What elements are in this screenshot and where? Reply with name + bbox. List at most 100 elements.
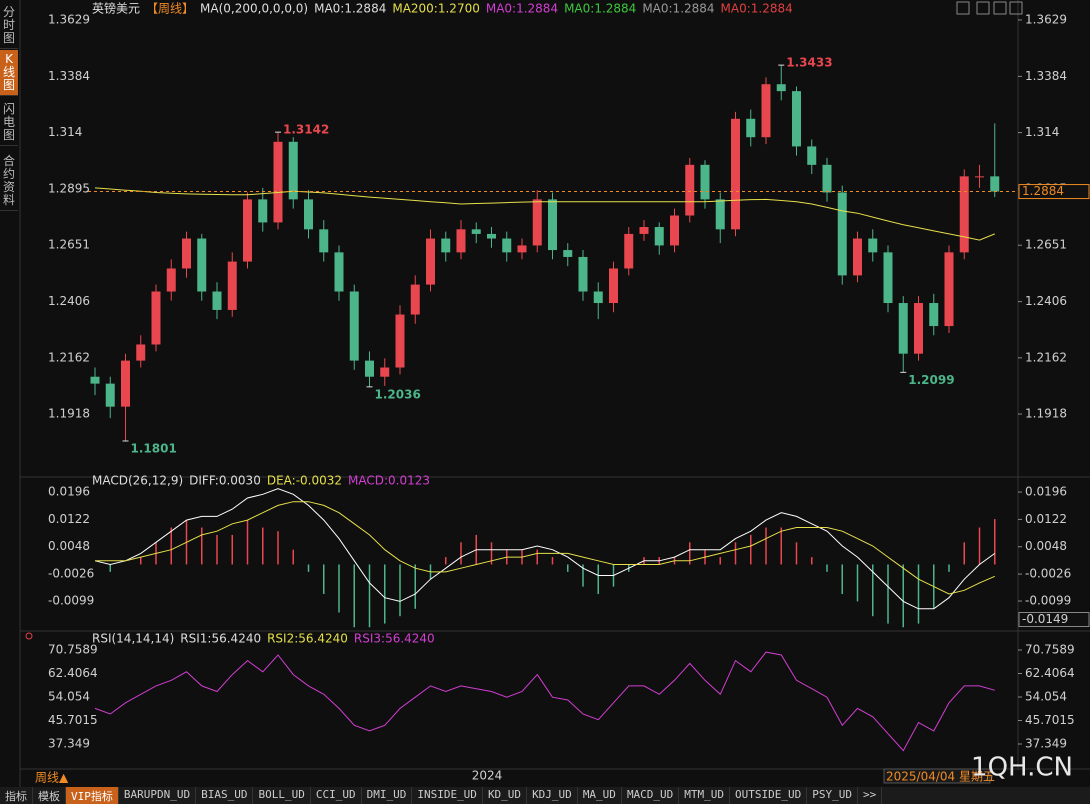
y-tick-label: 1.314 bbox=[48, 125, 82, 139]
candle-body bbox=[395, 314, 405, 368]
candle-body bbox=[182, 238, 191, 269]
candle-body bbox=[151, 291, 161, 345]
candle-body bbox=[563, 250, 573, 257]
tab[interactable]: PSY_UD bbox=[807, 787, 859, 804]
legend-entry: MA0:1.2884 bbox=[314, 2, 386, 16]
date: 2025/04/04 星期五 bbox=[886, 770, 995, 784]
y-tick-label: 62.4064 bbox=[48, 666, 98, 680]
tab-flash[interactable]: 闪电图 bbox=[0, 100, 18, 146]
candle-body bbox=[365, 360, 374, 377]
candle-body bbox=[90, 376, 100, 384]
y-tick-label: 0.0196 bbox=[1025, 485, 1067, 499]
y-tick-label: 1.3384 bbox=[1025, 69, 1067, 83]
tab[interactable]: MACD_UD bbox=[622, 787, 680, 804]
legend-entry: 英镑美元 bbox=[92, 1, 140, 16]
y-tick-label: 54.054 bbox=[1025, 690, 1067, 704]
candle-body bbox=[319, 229, 329, 253]
legend-entry: MA200:1.2700 bbox=[392, 2, 480, 16]
candle-body bbox=[990, 176, 1000, 192]
candle-body bbox=[731, 118, 740, 230]
y-tick-label: 37.349 bbox=[1025, 736, 1067, 750]
candle-body bbox=[868, 238, 878, 253]
tab[interactable]: KDJ_UD bbox=[527, 787, 578, 804]
y-tick-label: 1.1918 bbox=[1025, 407, 1067, 421]
candle-body bbox=[273, 141, 283, 223]
candle-body bbox=[624, 233, 634, 269]
y-tick-label: 45.7015 bbox=[1025, 713, 1075, 727]
toolbar-icons[interactable] bbox=[956, 1, 1023, 15]
candle-body bbox=[426, 238, 435, 285]
price-box bbox=[1018, 184, 1090, 200]
y-tick-label: 1.314 bbox=[1025, 125, 1059, 139]
candle-body bbox=[898, 303, 908, 354]
legend-entry: MA0:1.2884 bbox=[721, 2, 793, 16]
date-box bbox=[883, 768, 991, 784]
candle-body bbox=[197, 238, 207, 292]
tab[interactable]: 指标 bbox=[0, 787, 33, 804]
tab[interactable]: MA_UD bbox=[578, 787, 622, 804]
tab[interactable]: CCI_UD bbox=[311, 787, 362, 804]
y-tick-label: 70.7589 bbox=[1025, 643, 1075, 657]
tab[interactable]: BIAS_UD bbox=[196, 787, 254, 804]
candle-body bbox=[959, 176, 969, 253]
series-line bbox=[94, 187, 995, 241]
legend-entry: MA0:1.2884 bbox=[564, 2, 636, 16]
tab[interactable]: KD_UD bbox=[483, 787, 528, 804]
candle-body bbox=[700, 164, 710, 200]
tab[interactable]: BARUPDN_UD bbox=[119, 787, 197, 804]
tab[interactable]: 模板 bbox=[33, 787, 66, 804]
candle-body bbox=[853, 238, 862, 276]
settings-icon[interactable] bbox=[25, 632, 33, 640]
extreme-label: 1.3433 bbox=[786, 56, 832, 70]
indicator-tabs: 指标 模板 VIP指标 BARUPDN_UD BIAS_UD BOLL_UD CCI_UD D… bbox=[0, 787, 1090, 804]
y-tick-label: -0.0026 bbox=[1025, 567, 1071, 581]
y-tick-label: 1.2651 bbox=[48, 238, 90, 252]
tab[interactable]: MTM_UD bbox=[679, 787, 731, 804]
legend-entry: 【周线】 bbox=[146, 2, 194, 16]
y-tick-label: 0.0122 bbox=[48, 512, 90, 526]
y-tick-label: 0.0122 bbox=[1025, 512, 1067, 526]
candle-body bbox=[410, 284, 420, 315]
candle-body bbox=[288, 141, 298, 200]
tab[interactable]: OUTSIDE_UD bbox=[730, 787, 808, 804]
candle-body bbox=[593, 291, 603, 304]
candle-body bbox=[914, 303, 923, 354]
candle-body bbox=[654, 227, 664, 246]
legend-entry: MACD:0.0123 bbox=[348, 474, 430, 488]
y-tick-label: 1.2162 bbox=[48, 350, 90, 364]
tab[interactable]: >> bbox=[858, 787, 883, 804]
y-tick-label: 37.349 bbox=[48, 736, 90, 750]
candle-body bbox=[304, 199, 313, 230]
candle-body bbox=[212, 291, 222, 310]
legend-entry: RSI3:56.4240 bbox=[354, 632, 435, 646]
y-tick-label: 1.3629 bbox=[1025, 12, 1067, 26]
tab[interactable]: DMI_UD bbox=[362, 787, 413, 804]
extreme-label: 1.1801 bbox=[131, 441, 177, 455]
candle-body bbox=[349, 291, 359, 361]
y-tick-label: 1.2651 bbox=[1025, 238, 1067, 252]
candle-body bbox=[639, 227, 649, 234]
tab[interactable]: VIP指标 bbox=[66, 787, 119, 804]
tab[interactable]: BOLL_UD bbox=[253, 787, 311, 804]
tab-timeshare[interactable]: 分时图 bbox=[0, 3, 18, 49]
candle-body bbox=[822, 164, 832, 193]
y-tick-label: 1.3629 bbox=[48, 12, 90, 26]
candle-body bbox=[334, 252, 344, 292]
candle-body bbox=[471, 229, 481, 234]
y-tick-label: 0.0048 bbox=[48, 539, 90, 553]
legend-entry: RSI1:56.4240 bbox=[180, 632, 261, 646]
series-line bbox=[94, 651, 995, 752]
legend-entry: MA0:1.2884 bbox=[486, 2, 558, 16]
chart: 周线▲ 2024 2025/04/04 星期五 1QH.CN 英镑美元 【周线】 M… bbox=[19, 0, 1090, 787]
y-tick-label: 45.7015 bbox=[48, 713, 98, 727]
tab-kline[interactable]: K线图 bbox=[0, 50, 18, 96]
candle-body bbox=[502, 238, 512, 253]
tab[interactable]: INSIDE_UD bbox=[412, 787, 483, 804]
watermark: 1QH.CN bbox=[971, 753, 1073, 783]
legend-entry: MACD(26,12,9) bbox=[92, 474, 183, 488]
period[interactable]: 周线▲ bbox=[35, 771, 69, 785]
candle-body bbox=[258, 199, 268, 223]
tab-contract[interactable]: 合约资料 bbox=[0, 152, 18, 211]
legend-entry: DIFF:0.0030 bbox=[189, 474, 261, 488]
